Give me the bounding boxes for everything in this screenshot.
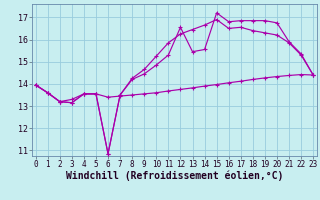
X-axis label: Windchill (Refroidissement éolien,°C): Windchill (Refroidissement éolien,°C) — [66, 171, 283, 181]
